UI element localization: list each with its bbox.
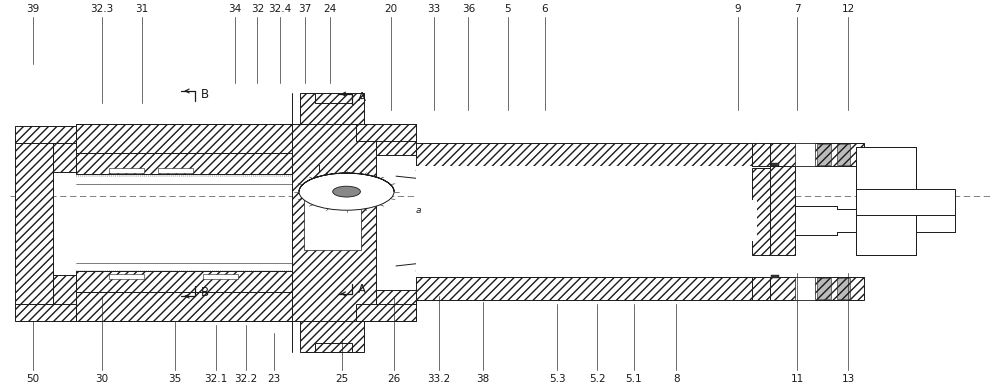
Bar — [76, 292, 292, 321]
Bar — [416, 143, 752, 167]
Text: I: I — [318, 165, 321, 175]
Bar — [356, 304, 416, 321]
Bar — [203, 274, 238, 280]
Text: 11: 11 — [790, 374, 804, 384]
Text: 9: 9 — [734, 4, 741, 14]
Text: a: a — [416, 206, 421, 215]
Bar — [158, 168, 193, 173]
Bar — [76, 124, 292, 153]
Text: 35: 35 — [169, 374, 182, 384]
Bar — [416, 277, 752, 300]
Text: 5.2: 5.2 — [589, 374, 605, 384]
Bar — [76, 153, 292, 174]
Text: 26: 26 — [387, 374, 401, 384]
Bar — [837, 144, 850, 165]
Text: 32.2: 32.2 — [234, 374, 257, 384]
Bar — [376, 291, 416, 321]
Text: 31: 31 — [135, 4, 148, 14]
Text: 20: 20 — [385, 4, 398, 14]
Bar — [76, 271, 292, 292]
Text: B: B — [201, 88, 209, 101]
Bar — [752, 277, 770, 300]
Text: 12: 12 — [842, 4, 855, 14]
Bar — [817, 278, 831, 299]
Bar — [770, 277, 864, 300]
Text: 25: 25 — [335, 374, 348, 384]
Bar — [292, 124, 376, 321]
Text: 32: 32 — [251, 4, 264, 14]
Text: 37: 37 — [298, 4, 312, 14]
Bar — [856, 147, 916, 255]
Bar — [109, 274, 144, 280]
Bar — [795, 143, 815, 167]
Bar — [795, 277, 815, 300]
Text: 7: 7 — [794, 4, 800, 14]
Bar — [109, 168, 144, 173]
Bar — [771, 163, 779, 166]
Text: A: A — [357, 283, 365, 296]
Bar — [771, 275, 779, 278]
Bar — [817, 144, 831, 165]
Text: 6: 6 — [541, 4, 548, 14]
Bar — [770, 143, 864, 167]
Bar — [416, 200, 757, 241]
Text: 36: 36 — [462, 4, 475, 14]
Text: 5.1: 5.1 — [625, 374, 642, 384]
Text: B: B — [201, 286, 209, 299]
Text: 5: 5 — [505, 4, 511, 14]
Text: 32.3: 32.3 — [90, 4, 114, 14]
Bar — [416, 167, 752, 277]
Bar — [304, 192, 361, 250]
Text: 39: 39 — [26, 4, 39, 14]
Bar — [300, 93, 364, 124]
Bar — [315, 343, 352, 352]
Text: 33.2: 33.2 — [427, 374, 450, 384]
Bar — [53, 139, 77, 172]
Bar — [15, 304, 76, 321]
Bar — [856, 147, 916, 255]
Bar — [752, 143, 770, 167]
Circle shape — [333, 186, 360, 197]
Bar — [770, 167, 795, 255]
Text: 30: 30 — [95, 374, 109, 384]
Bar — [856, 188, 955, 215]
Bar — [837, 278, 850, 299]
Text: 33: 33 — [427, 4, 440, 14]
Bar — [300, 321, 364, 352]
Bar — [356, 124, 416, 141]
Text: 50: 50 — [26, 374, 39, 384]
Bar — [15, 126, 76, 143]
Bar — [53, 275, 77, 308]
Wedge shape — [299, 173, 394, 192]
Text: A: A — [357, 91, 365, 104]
Text: 23: 23 — [268, 374, 281, 384]
Text: 5.3: 5.3 — [549, 374, 566, 384]
Bar — [15, 139, 53, 304]
Text: 24: 24 — [323, 4, 336, 14]
Text: 32.1: 32.1 — [204, 374, 227, 384]
Bar — [315, 93, 352, 102]
Circle shape — [299, 173, 394, 210]
Text: 32.4: 32.4 — [269, 4, 292, 14]
Text: 13: 13 — [842, 374, 855, 384]
Bar — [376, 124, 416, 155]
Bar — [752, 169, 770, 255]
Text: 38: 38 — [477, 374, 490, 384]
Text: 8: 8 — [673, 374, 680, 384]
Text: 34: 34 — [228, 4, 241, 14]
